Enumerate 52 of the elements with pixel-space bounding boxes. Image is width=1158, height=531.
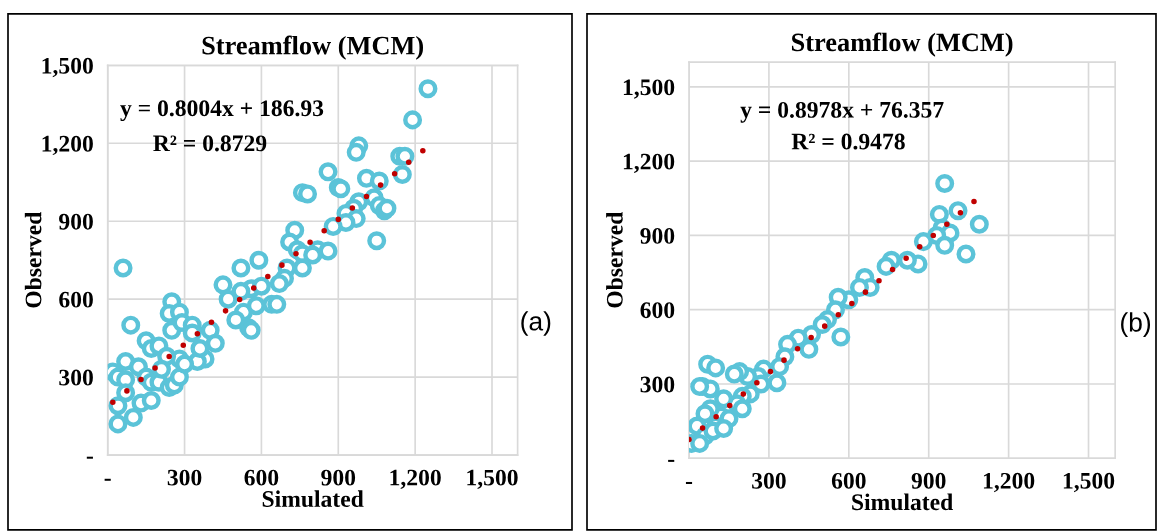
point [724,364,744,384]
point [695,404,715,424]
point [732,399,752,419]
point [969,214,989,234]
annotation: y = 0.8004x + 186.93 [120,100,324,122]
y-axis-title: Observed [24,211,42,308]
y-tick-label: - [668,459,675,462]
x-tick-label: - [104,478,111,481]
text: (b) [1121,312,1151,337]
point [714,419,734,439]
point [935,173,955,193]
y-tick-label: 900 [640,227,675,244]
x-tick-label: 1,200 [390,469,441,489]
point [849,277,869,297]
point [876,256,896,276]
annotation: R² = 0.9478 [791,133,905,150]
y-tick-label: 1,500 [623,79,675,99]
x-tick-label: 1,500 [1063,472,1115,493]
chart-title: Streamflow (MCM) [791,32,1013,57]
x-tick-label: 600 [831,472,866,489]
x-tick-label: 1,500 [467,469,518,489]
y-tick-label: 300 [59,369,93,386]
x-tick-label: 300 [752,472,786,489]
y-tick-label: 1,500 [42,57,93,78]
y-tick-label: 1,200 [623,153,675,174]
point [799,339,819,359]
y-tick-label: 1,200 [42,135,93,156]
x-tick-label: 900 [321,469,356,486]
y-axis-title: Observed [606,211,623,308]
x-axis-title: Simulated [852,493,953,511]
y-tick-label: 900 [59,213,93,230]
point [935,235,955,255]
y-tick-label: 600 [59,291,93,308]
x-tick-label: 1,200 [983,472,1035,493]
point [956,244,976,264]
x-tick-label: 300 [167,469,202,486]
point [767,373,787,393]
point [690,433,710,453]
point [706,358,726,378]
chart-title: Streamflow (MCM) [202,35,424,60]
point [831,327,851,347]
y-tick-label: 600 [640,302,675,319]
annotation: R² = 0.8729 [153,135,267,152]
x-tick-label: 900 [911,472,946,489]
point [913,232,933,252]
text: (a) [521,311,551,336]
x-axis-title: Simulated [262,490,364,508]
annotation: y = 0.8978x + 76.357 [740,101,944,123]
y-tick-label: 300 [640,376,675,393]
x-tick-label: 600 [244,469,279,486]
x-tick-label: - [685,481,693,484]
y-tick-label: - [86,456,93,459]
